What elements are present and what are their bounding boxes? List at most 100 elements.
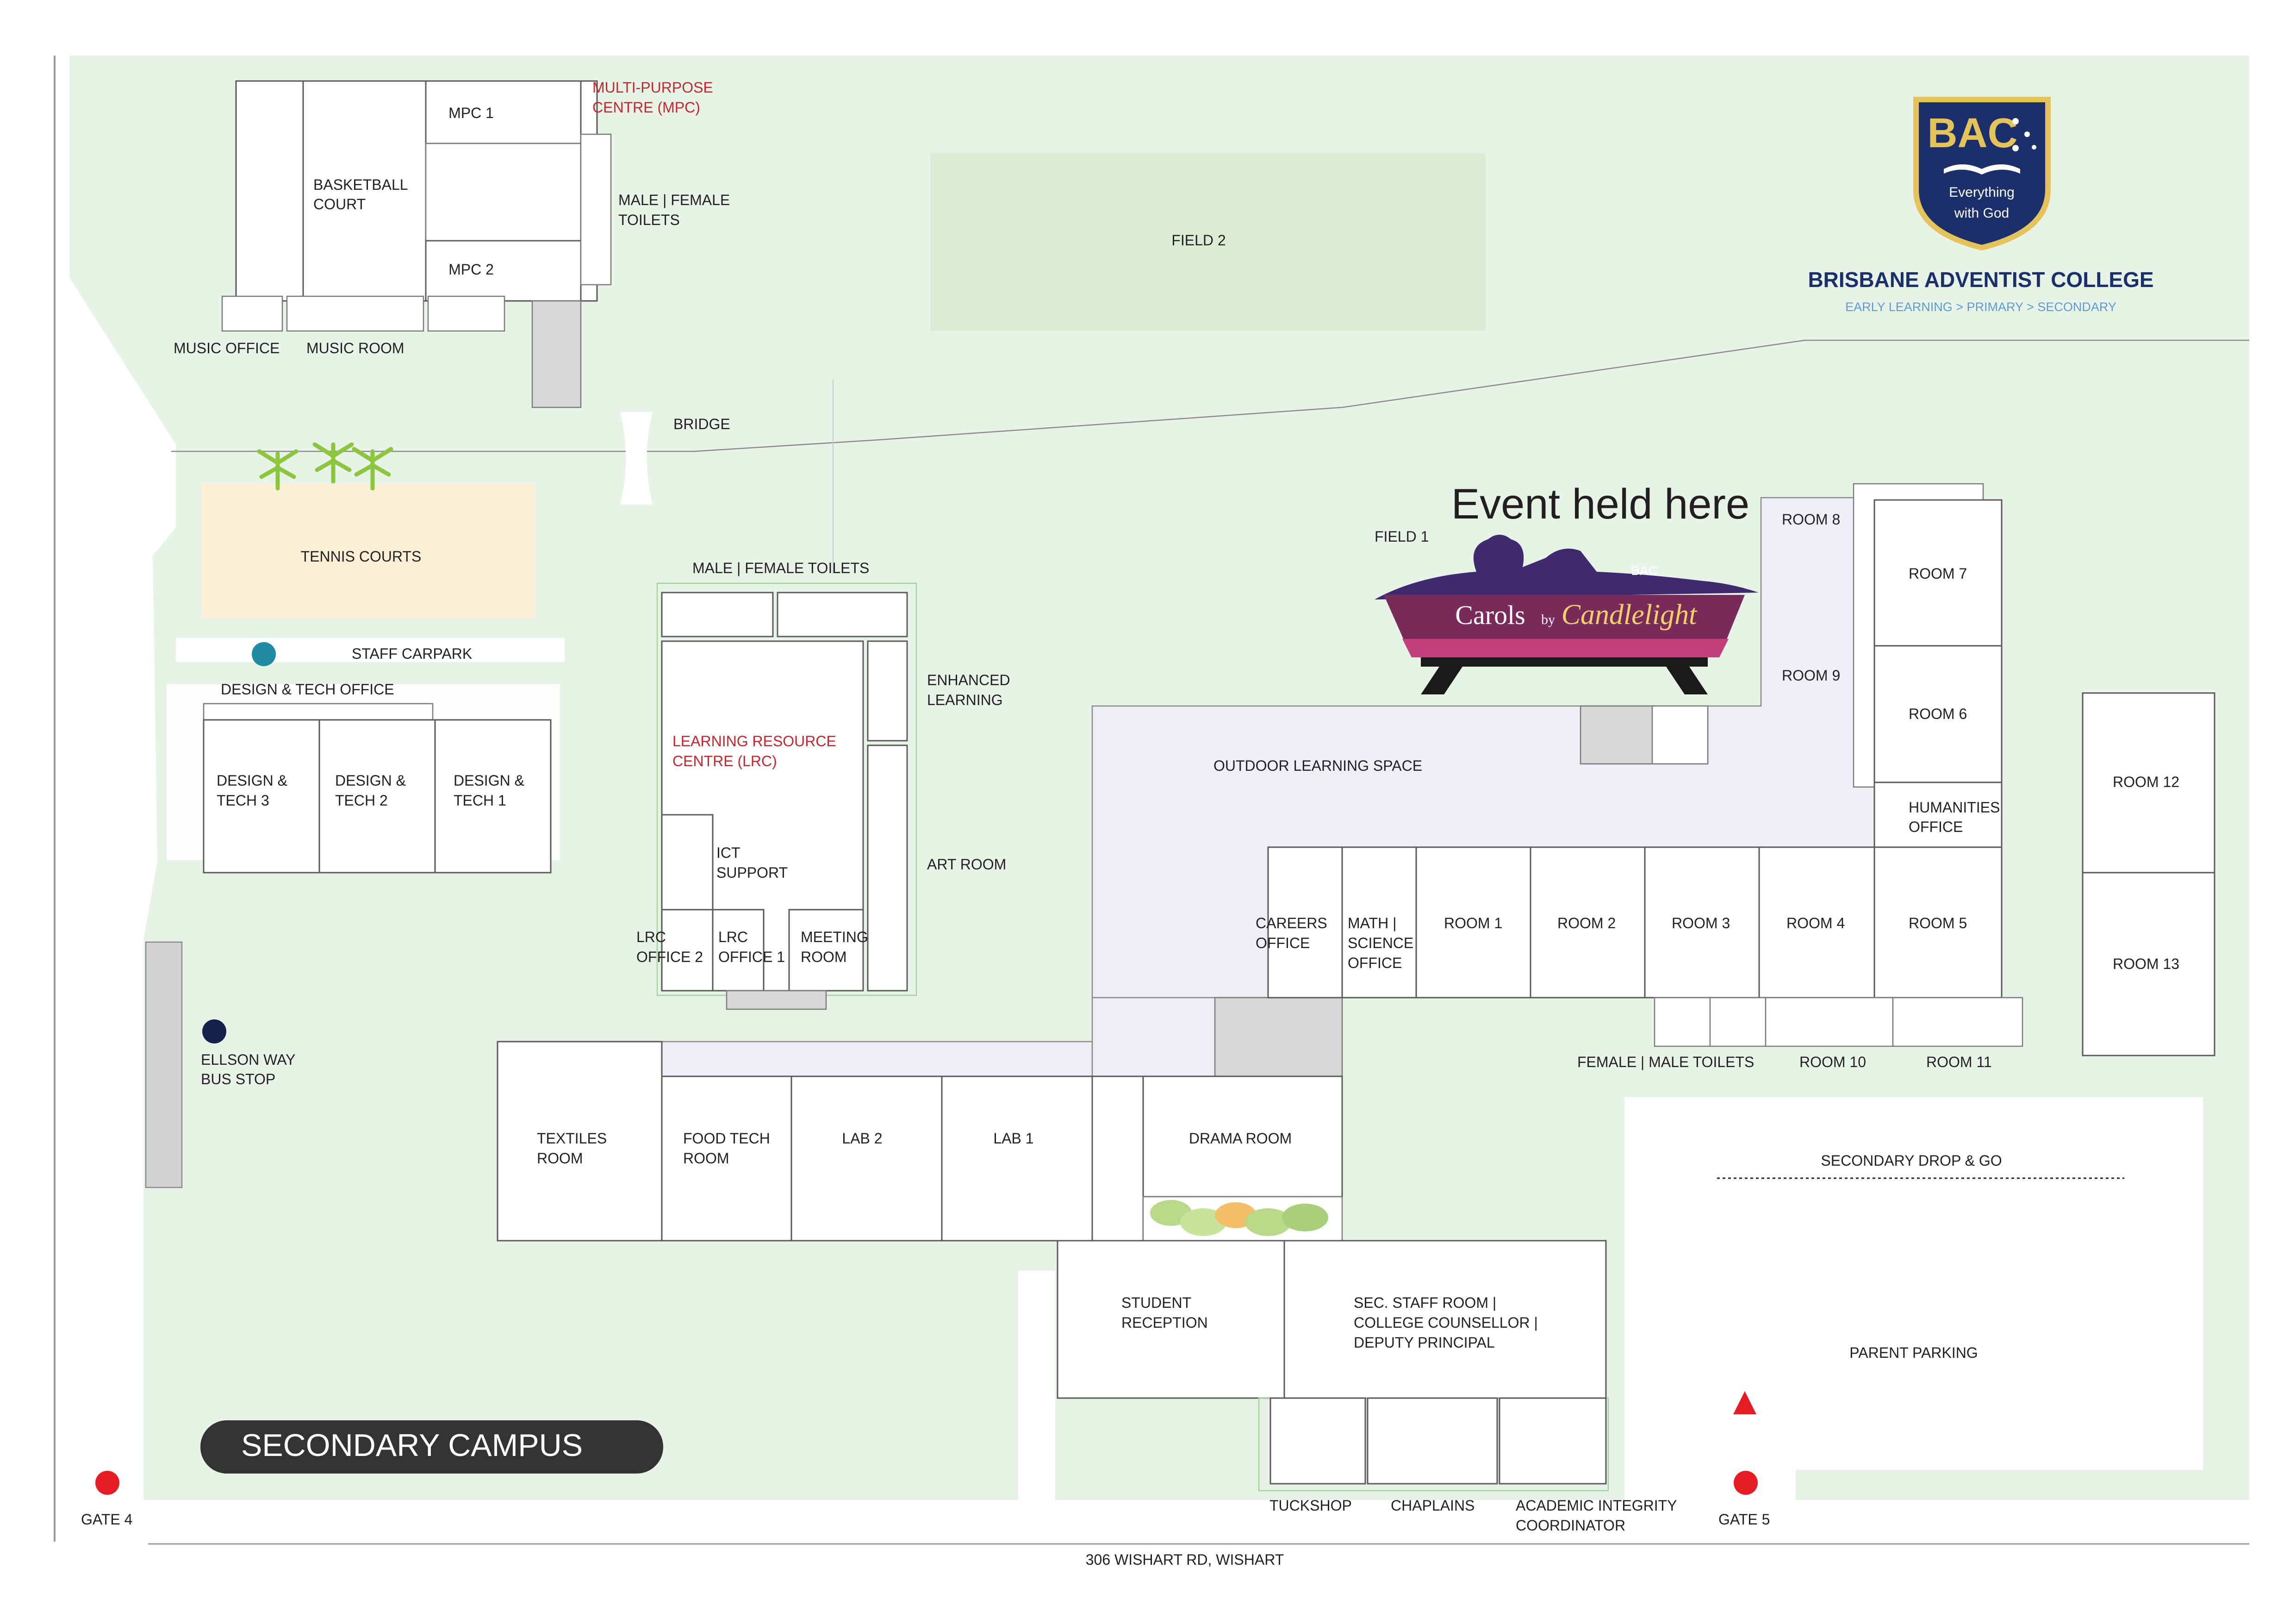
room-7-label: ROOM 7 <box>1909 565 1967 582</box>
lrc-steps <box>726 990 827 1010</box>
gate-4-marker <box>95 1471 119 1495</box>
room-1-label: ROOM 1 <box>1444 915 1502 931</box>
drop-go-label: SECONDARY DROP & GO <box>1821 1152 2002 1169</box>
room-5-label: ROOM 5 <box>1909 915 1967 931</box>
carols-word2: by <box>1541 612 1555 627</box>
bible-icon <box>1944 164 2020 175</box>
staff-label-3: DEPUTY PRINCIPAL <box>1354 1334 1495 1351</box>
carols-word3: Candlelight <box>1562 599 1698 631</box>
staff-label-1: SEC. STAFF ROOM | <box>1354 1294 1496 1311</box>
room-13-label: ROOM 13 <box>2113 956 2179 972</box>
dt2-label-1: DESIGN & <box>335 772 406 789</box>
art-room-label: ART ROOM <box>927 856 1006 873</box>
bus-stop-marker <box>202 1019 226 1043</box>
room-8-label: ROOM 8 <box>1782 511 1840 528</box>
room-6-label: ROOM 6 <box>1909 706 1967 722</box>
mpc-toilets <box>580 133 612 286</box>
mpc-2-label: MPC 2 <box>448 261 494 278</box>
music-room-2 <box>427 295 505 332</box>
meeting-label-1: MEETING <box>801 929 868 945</box>
drama-garden-plants <box>1150 1200 1328 1236</box>
dt3-label-1: DESIGN & <box>217 772 287 789</box>
college-tagline: EARLY LEARNING > PRIMARY > SECONDARY <box>1845 300 2116 314</box>
lrc-office1-label-1: LRC <box>718 929 748 945</box>
college-logo: BAC Everything with God <box>1913 97 2051 251</box>
room-6 <box>1873 645 2003 783</box>
music-room <box>286 295 424 332</box>
design-tech-1 <box>434 719 552 874</box>
lab-1-label: LAB 1 <box>993 1130 1033 1147</box>
food-tech-label-1: FOOD TECH <box>683 1130 770 1147</box>
art-room <box>867 744 908 992</box>
chaplains-label: CHAPLAINS <box>1391 1497 1475 1514</box>
student-label-2: RECEPTION <box>1121 1314 1208 1331</box>
bus-bay <box>145 941 183 1188</box>
mpc-title-2: CENTRE (MPC) <box>592 99 700 116</box>
chaplains <box>1367 1397 1498 1485</box>
careers-office <box>1267 846 1343 999</box>
careers-label-1: CAREERS <box>1256 915 1327 931</box>
western-road <box>69 278 176 1505</box>
carols-badge: BAC <box>1631 563 1658 578</box>
manger-base <box>1421 657 1708 667</box>
room-4 <box>1758 846 1875 999</box>
design-tech-2 <box>318 719 436 874</box>
design-office-label: DESIGN & TECH OFFICE <box>221 681 394 698</box>
mpc-toilets-label-1: MALE | FEMALE <box>618 192 730 208</box>
parent-parking <box>1624 1097 2203 1470</box>
staff-carpark-label: STAFF CARPARK <box>352 645 472 662</box>
drama-label: DRAMA ROOM <box>1189 1130 1292 1147</box>
crest-letters: BAC <box>1928 110 2018 156</box>
room-11-label: ROOM 11 <box>1926 1054 1992 1070</box>
textiles-room <box>497 1041 663 1242</box>
math-label-2: SCIENCE <box>1348 935 1413 951</box>
lab-2 <box>790 1075 943 1242</box>
palm-trees <box>257 442 393 491</box>
crest-motto-1: Everything <box>1949 185 2015 200</box>
room-13 <box>2082 872 2215 1056</box>
textiles-label-1: TEXTILES <box>537 1130 607 1147</box>
field-2 <box>930 153 1486 331</box>
student-label-1: STUDENT <box>1121 1294 1191 1311</box>
carols-word1: Carols <box>1455 600 1525 630</box>
textiles-label-2: ROOM <box>537 1150 583 1167</box>
star-icon <box>2012 118 2036 151</box>
food-tech-label-2: ROOM <box>683 1150 729 1167</box>
lrc-toilet-male <box>661 592 774 637</box>
bus-label-1: ELLSON WAY <box>201 1051 296 1068</box>
mpc-1-label: MPC 1 <box>448 105 494 121</box>
manger-glow <box>1402 639 1729 657</box>
room-3-label: ROOM 3 <box>1672 915 1730 931</box>
carols-graphic: BAC Carols by Candlelight <box>1375 535 1759 694</box>
enhanced-label-2: LEARNING <box>927 692 1003 708</box>
field-boundary <box>171 339 2249 452</box>
music-office <box>221 295 283 332</box>
tennis-courts <box>201 484 535 618</box>
mpc-1 <box>425 80 582 144</box>
lrc-office-2 <box>661 909 714 992</box>
lab-2-label: LAB 2 <box>842 1130 882 1147</box>
ict-label-1: ICT <box>716 844 740 861</box>
bridge <box>620 412 653 505</box>
outdoor-label: OUTDOOR LEARNING SPACE <box>1213 757 1422 774</box>
enhanced-label-1: ENHANCED <box>927 672 1010 688</box>
basketball-court <box>235 80 304 302</box>
lrc-office1-label-2: OFFICE 1 <box>718 949 785 965</box>
room-2 <box>1530 846 1646 999</box>
meeting-label-2: ROOM <box>801 949 847 965</box>
tennis-label: TENNIS COURTS <box>301 548 422 565</box>
gate-5-label: GATE 5 <box>1718 1511 1770 1528</box>
enhanced-learning <box>867 640 908 742</box>
room-4-label: ROOM 4 <box>1786 915 1845 931</box>
student-reception <box>1057 1240 1285 1399</box>
humanities-office <box>1873 781 2003 848</box>
mpc-title-1: MULTI-PURPOSE <box>592 79 713 96</box>
lrc-label-2: CENTRE (LRC) <box>672 753 777 769</box>
lower-corridor <box>661 1041 1093 1077</box>
entrance-driveway <box>1018 1271 1055 1507</box>
crest-motto-2: with God <box>1954 206 2009 221</box>
manger-silhouette <box>1375 535 1759 600</box>
manger-leg-right <box>1666 667 1708 694</box>
lab-1 <box>941 1075 1093 1242</box>
